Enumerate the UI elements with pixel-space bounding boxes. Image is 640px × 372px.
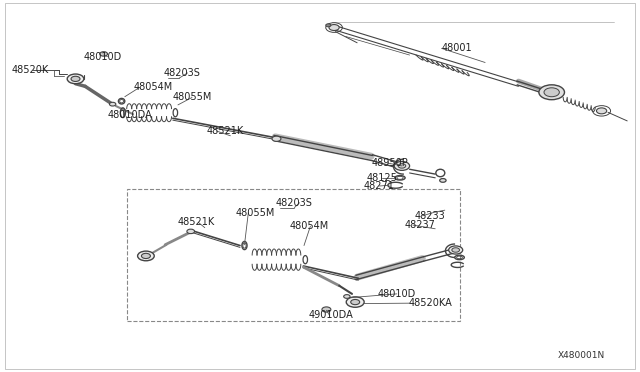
Text: 48521K: 48521K <box>206 126 243 136</box>
Circle shape <box>329 25 339 31</box>
Circle shape <box>187 229 195 234</box>
Text: 48521K: 48521K <box>178 218 215 227</box>
Text: 48950P: 48950P <box>371 158 408 168</box>
Circle shape <box>539 85 564 100</box>
Text: 48125: 48125 <box>366 173 397 183</box>
Circle shape <box>596 108 607 114</box>
Circle shape <box>351 299 360 305</box>
Circle shape <box>449 246 463 254</box>
Text: 48203S: 48203S <box>275 198 312 208</box>
Circle shape <box>141 253 150 259</box>
Circle shape <box>138 251 154 261</box>
Circle shape <box>100 52 108 56</box>
Bar <box>127 189 460 321</box>
Text: X480001N: X480001N <box>557 351 605 360</box>
Circle shape <box>326 24 331 27</box>
Circle shape <box>544 88 559 97</box>
Text: 48054M: 48054M <box>289 221 328 231</box>
Circle shape <box>67 74 84 84</box>
Text: 48010DA: 48010DA <box>108 110 152 120</box>
Text: 48520KA: 48520KA <box>408 298 452 308</box>
Circle shape <box>272 136 281 141</box>
Circle shape <box>398 164 406 168</box>
Text: 48055M: 48055M <box>236 208 275 218</box>
Circle shape <box>394 161 410 170</box>
Circle shape <box>322 307 331 312</box>
Text: 48001: 48001 <box>442 44 472 53</box>
Text: 48233: 48233 <box>415 211 445 221</box>
Text: 48054M: 48054M <box>133 83 172 92</box>
Ellipse shape <box>440 179 446 182</box>
Text: 48010D: 48010D <box>378 289 416 299</box>
Circle shape <box>346 297 364 307</box>
Text: 48010D: 48010D <box>83 52 122 61</box>
Text: 48203S: 48203S <box>163 68 200 78</box>
Ellipse shape <box>344 295 350 298</box>
Text: 48237: 48237 <box>404 220 435 230</box>
Circle shape <box>71 76 80 81</box>
Circle shape <box>452 248 460 252</box>
Ellipse shape <box>109 102 116 106</box>
Text: 48271: 48271 <box>364 181 394 191</box>
Text: 48055M: 48055M <box>173 93 212 102</box>
Text: 48520K: 48520K <box>12 65 49 75</box>
Text: 49010DA: 49010DA <box>308 311 353 320</box>
